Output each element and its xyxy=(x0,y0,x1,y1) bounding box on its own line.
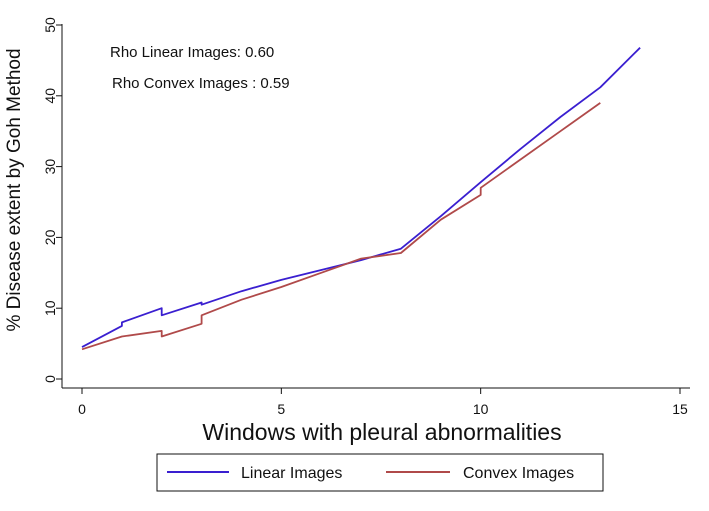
x-axis-title: Windows with pleural abnormalities xyxy=(202,419,561,445)
rho-linear-annotation: Rho Linear Images: 0.60 xyxy=(110,44,274,61)
y-tick-label: 20 xyxy=(42,229,58,245)
rho-convex-annotation: Rho Convex Images : 0.59 xyxy=(112,75,290,92)
series-lines xyxy=(81,47,641,351)
legend-label-linear: Linear Images xyxy=(241,465,342,482)
x-ticks: 0 5 10 15 xyxy=(78,388,688,417)
x-tick-label: 10 xyxy=(473,401,489,417)
y-tick-label: 40 xyxy=(42,88,58,104)
x-tick-label: 0 xyxy=(78,401,86,417)
legend: Linear Images Convex Images xyxy=(156,453,604,492)
series-line-linear-images xyxy=(81,47,641,348)
legend-label-convex: Convex Images xyxy=(463,465,574,482)
y-tick-label: 30 xyxy=(42,159,58,175)
y-tick-label: 50 xyxy=(42,17,58,33)
y-tick-label: 10 xyxy=(42,300,58,316)
x-tick-label: 5 xyxy=(277,401,285,417)
y-axis-title: % Disease extent by Goh Method xyxy=(4,48,25,331)
x-tick-label: 15 xyxy=(672,401,688,417)
y-ticks: 0 10 20 30 40 50 xyxy=(42,17,62,383)
y-tick-label: 0 xyxy=(42,375,58,383)
legend-box xyxy=(156,453,604,492)
series-line-convex-images xyxy=(81,102,601,351)
